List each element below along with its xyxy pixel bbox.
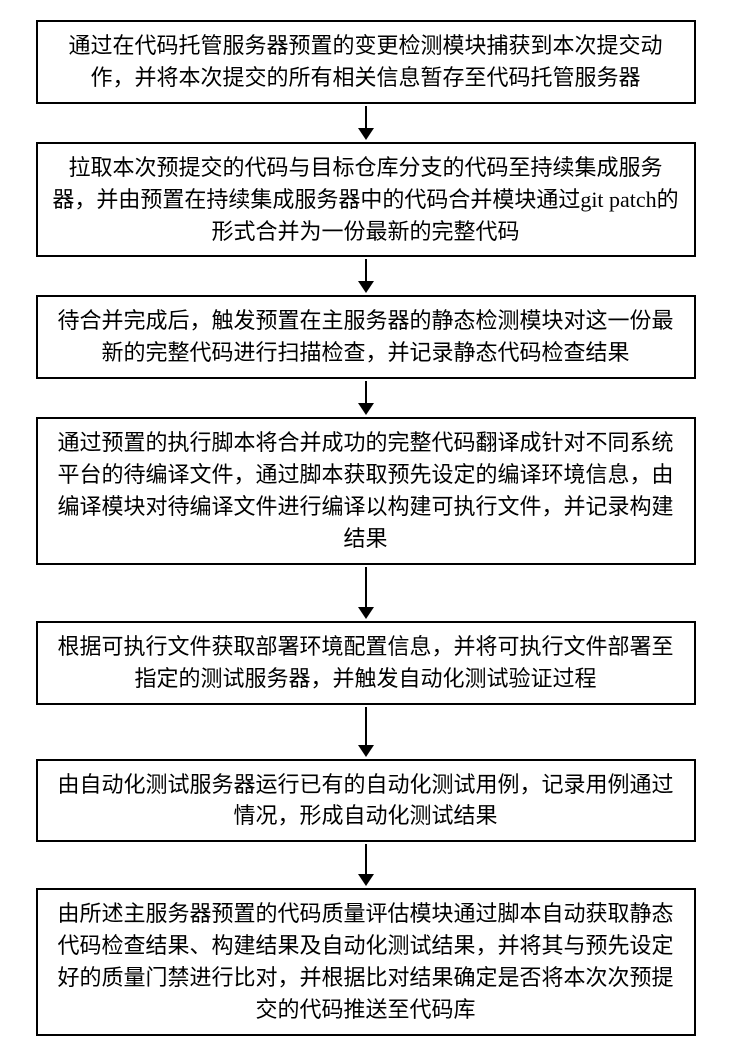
arrow <box>358 381 374 415</box>
step-box: 待合并完成后，触发预置在主服务器的静态检测模块对这一份最新的完整代码进行扫描检查… <box>36 295 696 379</box>
arrow <box>358 844 374 886</box>
arrow-head <box>358 281 374 293</box>
arrow-head <box>358 128 374 140</box>
arrow <box>358 567 374 619</box>
step-box: 由所述主服务器预置的代码质量评估模块通过脚本自动获取静态代码检查结果、构建结果及… <box>36 888 696 1036</box>
arrow-head <box>358 607 374 619</box>
step-box: 拉取本次预提交的代码与目标仓库分支的代码至持续集成服务器，并由预置在持续集成服务… <box>36 142 696 258</box>
step-box: 通过在代码托管服务器预置的变更检测模块捕获到本次提交动作，并将本次提交的所有相关… <box>36 20 696 104</box>
arrow-line <box>365 707 367 745</box>
arrow-head <box>358 745 374 757</box>
arrow-line <box>365 381 367 403</box>
step-box: 由自动化测试服务器运行已有的自动化测试用例，记录用例通过情况，形成自动化测试结果 <box>36 759 696 843</box>
arrow <box>358 707 374 757</box>
arrow-line <box>365 106 367 128</box>
flowchart-container: 通过在代码托管服务器预置的变更检测模块捕获到本次提交动作，并将本次提交的所有相关… <box>20 20 711 1036</box>
arrow <box>358 259 374 293</box>
arrow-head <box>358 874 374 886</box>
arrow-head <box>358 403 374 415</box>
arrow-line <box>365 844 367 874</box>
step-box: 通过预置的执行脚本将合并成功的完整代码翻译成针对不同系统平台的待编译文件，通过脚… <box>36 417 696 565</box>
arrow <box>358 106 374 140</box>
step-box: 根据可执行文件获取部署环境配置信息，并将可执行文件部署至指定的测试服务器，并触发… <box>36 621 696 705</box>
arrow-line <box>365 259 367 281</box>
arrow-line <box>365 567 367 607</box>
